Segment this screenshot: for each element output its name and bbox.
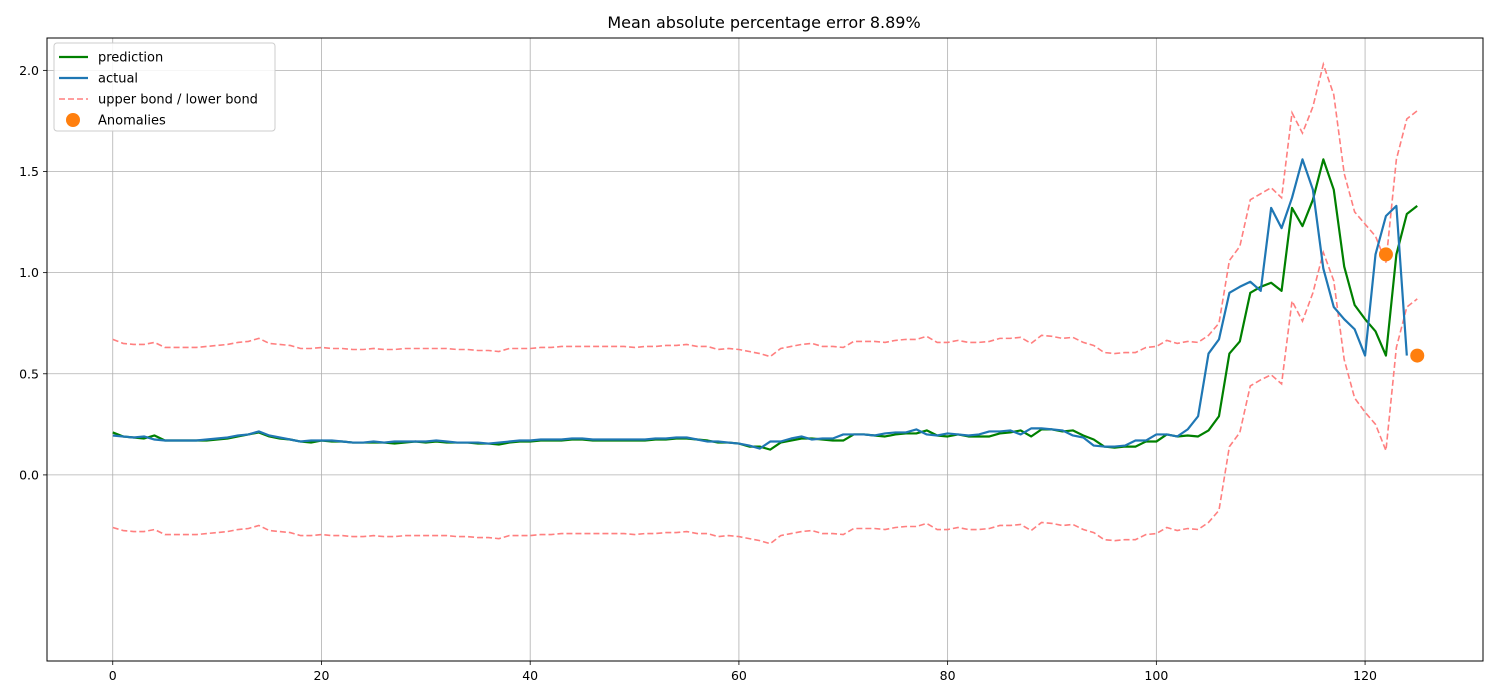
- legend-label-prediction: prediction: [98, 51, 163, 66]
- prediction-line: [112, 158, 1418, 451]
- legend-swatch-anomalies: [66, 113, 80, 127]
- x-tick-label: 100: [1144, 668, 1168, 683]
- upper-bond-line: [112, 61, 1418, 358]
- axes-frame: [46, 37, 1484, 662]
- grid-lines: [47, 38, 1483, 661]
- legend-label-anomalies: Anomalies: [98, 114, 166, 129]
- actual-line: [112, 158, 1408, 450]
- x-tick-label: 20: [314, 668, 330, 683]
- anomaly-point: [1378, 247, 1393, 262]
- x-tick-label: 60: [731, 668, 747, 683]
- y-axis: 0.0 0.5 1.0 1.5 2.0: [19, 63, 47, 482]
- y-tick-label: 1.5: [19, 164, 39, 179]
- x-tick-label: 0: [109, 668, 117, 683]
- x-tick-label: 120: [1353, 668, 1377, 683]
- y-tick-label: 0.0: [19, 467, 39, 482]
- x-tick-label: 40: [522, 668, 538, 683]
- legend: prediction actual upper bond / lower bond A…: [53, 42, 276, 132]
- anomaly-point: [1410, 348, 1425, 363]
- y-tick-label: 2.0: [19, 63, 39, 78]
- legend-label-actual: actual: [98, 72, 138, 87]
- y-tick-label: 0.5: [19, 366, 39, 381]
- x-tick-label: 80: [940, 668, 956, 683]
- legend-label-upper-bond-lower-bond: upper bond / lower bond: [98, 93, 258, 108]
- chart-title: Mean absolute percentage error 8.89%: [607, 13, 920, 32]
- x-axis: 0 20 40 60 80 100 120: [109, 661, 1377, 683]
- legend-box: [53, 42, 276, 132]
- y-tick-label: 1.0: [19, 265, 39, 280]
- plot-area: [112, 61, 1425, 545]
- lower-bond-line: [112, 249, 1418, 545]
